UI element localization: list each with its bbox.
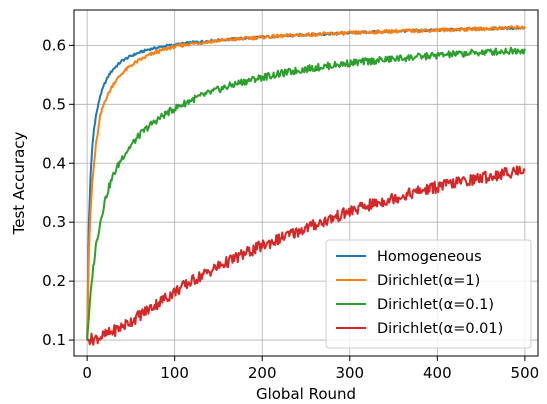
y-tick-label: 0.2 bbox=[42, 272, 66, 290]
y-tick-label: 0.3 bbox=[42, 213, 66, 231]
legend-box bbox=[325, 239, 532, 349]
legend-label: Dirichlet(α=0.1) bbox=[377, 297, 494, 313]
legend: Homogeneous Dirichlet(α=1) Dirichlet(α=0.1… bbox=[325, 239, 532, 349]
y-axis-ticks: 0.1 0.2 0.3 0.4 0.5 0.6 bbox=[42, 36, 74, 349]
x-tick-label: 300 bbox=[335, 364, 364, 382]
legend-label: Dirichlet(α=1) bbox=[377, 273, 480, 289]
x-tick-label: 0 bbox=[82, 364, 92, 382]
x-axis-ticks: 0 100 200 300 400 500 bbox=[82, 356, 539, 382]
y-tick-label: 0.1 bbox=[42, 331, 66, 349]
x-tick-label: 200 bbox=[248, 364, 277, 382]
x-tick-label: 400 bbox=[423, 364, 452, 382]
series-lines bbox=[86, 24, 526, 346]
grid bbox=[74, 10, 538, 356]
series-line bbox=[86, 165, 526, 346]
series-line bbox=[86, 46, 526, 341]
x-tick-label: 500 bbox=[511, 364, 540, 382]
y-tick-label: 0.6 bbox=[42, 36, 66, 54]
series-line bbox=[86, 24, 526, 341]
y-tick-label: 0.4 bbox=[42, 154, 66, 172]
y-tick-label: 0.5 bbox=[42, 95, 66, 113]
x-axis-label: Global Round bbox=[256, 385, 356, 403]
plot-frame bbox=[73, 9, 539, 357]
x-tick-label: 100 bbox=[160, 364, 189, 382]
y-axis-label: Test Accuracy bbox=[10, 131, 28, 235]
legend-label: Dirichlet(α=0.01) bbox=[377, 321, 503, 337]
legend-label: Homogeneous bbox=[377, 249, 482, 265]
